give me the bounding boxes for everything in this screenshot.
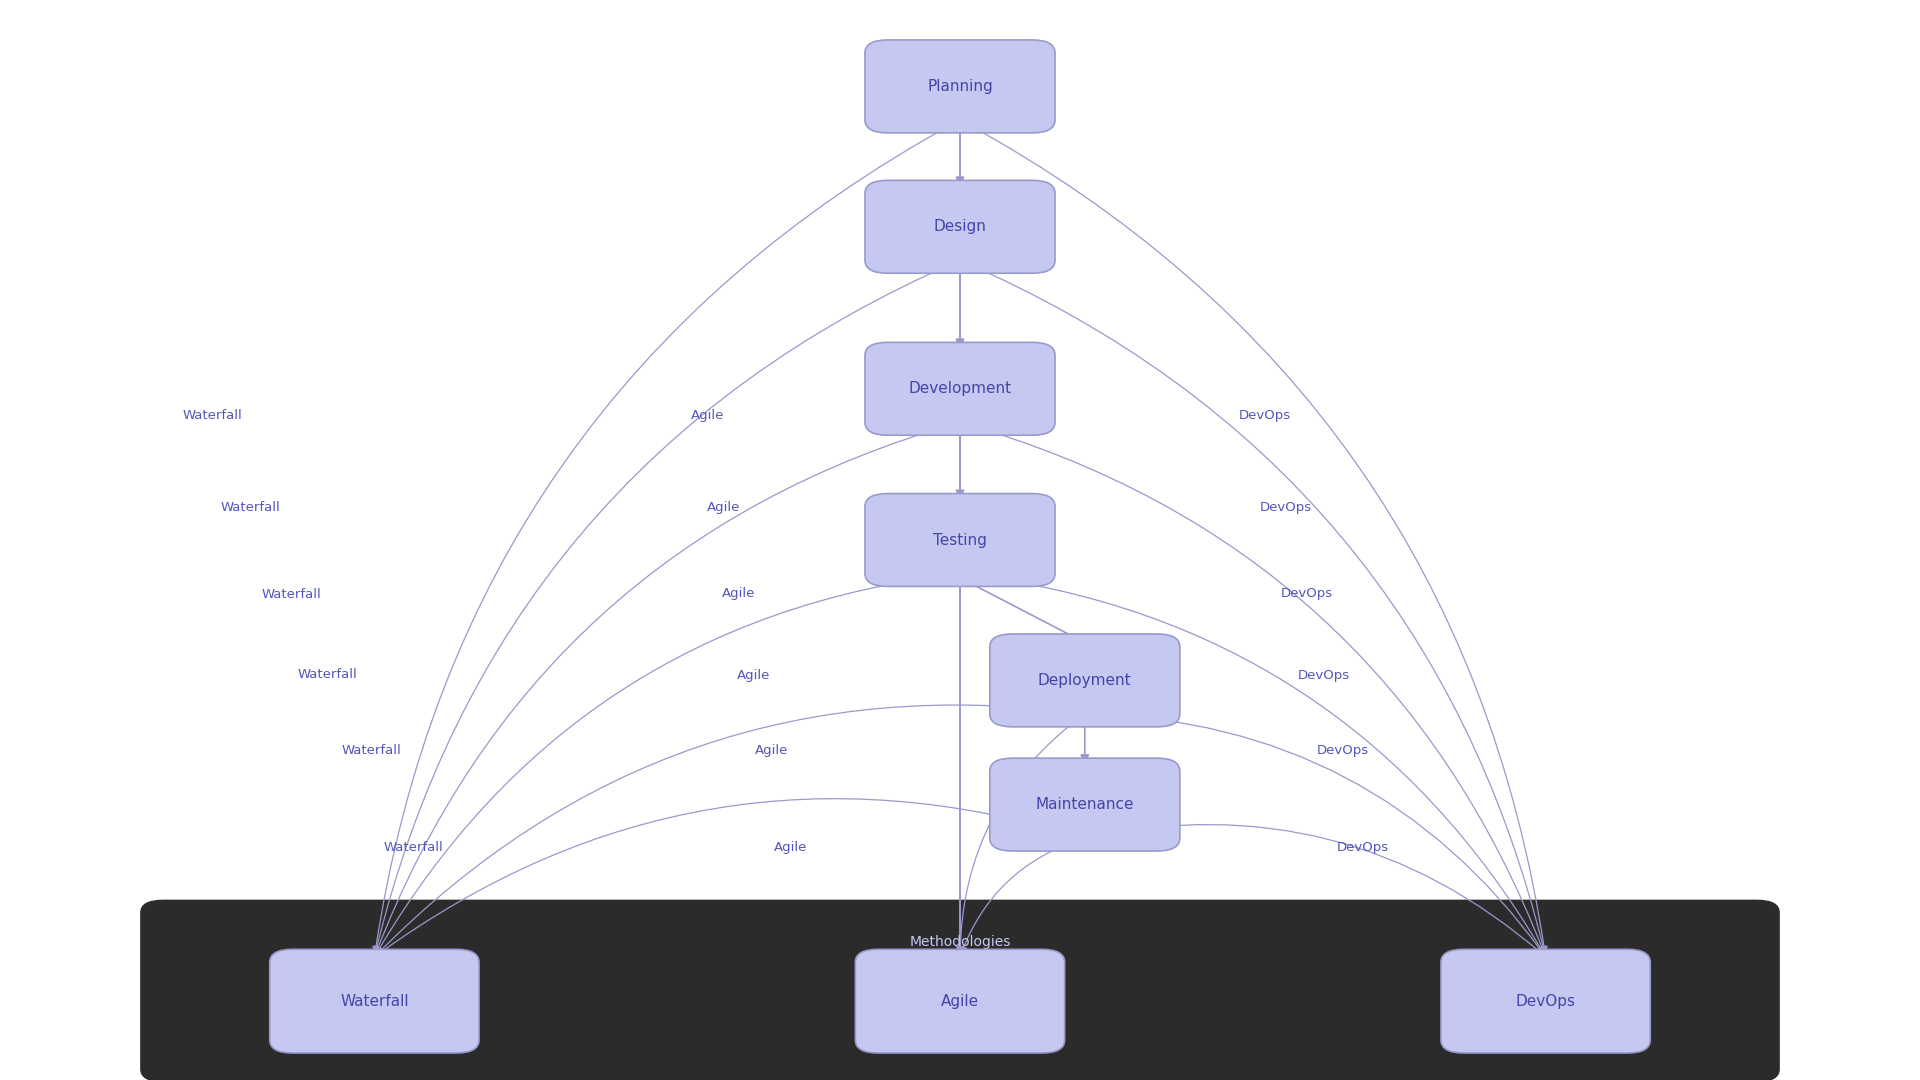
Text: DevOps: DevOps [1336, 841, 1388, 854]
Text: DevOps: DevOps [1238, 409, 1290, 422]
Text: DevOps: DevOps [1281, 588, 1332, 600]
FancyBboxPatch shape [269, 949, 480, 1053]
FancyBboxPatch shape [856, 949, 1064, 1053]
Text: Testing: Testing [933, 532, 987, 548]
Text: Design: Design [933, 219, 987, 234]
FancyBboxPatch shape [864, 494, 1056, 586]
Text: Waterfall: Waterfall [298, 669, 357, 681]
Text: DevOps: DevOps [1260, 501, 1311, 514]
FancyBboxPatch shape [864, 180, 1056, 273]
Text: Maintenance: Maintenance [1035, 797, 1135, 812]
Text: DevOps: DevOps [1317, 744, 1369, 757]
Text: Waterfall: Waterfall [221, 501, 280, 514]
Text: Waterfall: Waterfall [182, 409, 242, 422]
Text: Agile: Agile [941, 994, 979, 1009]
Text: Methodologies: Methodologies [910, 935, 1010, 948]
Text: Waterfall: Waterfall [340, 994, 409, 1009]
FancyBboxPatch shape [1440, 949, 1651, 1053]
FancyBboxPatch shape [991, 634, 1179, 727]
FancyBboxPatch shape [864, 40, 1056, 133]
Text: Agile: Agile [691, 409, 724, 422]
Text: Waterfall: Waterfall [342, 744, 401, 757]
Text: Waterfall: Waterfall [261, 588, 321, 600]
FancyBboxPatch shape [864, 342, 1056, 435]
Text: Agile: Agile [737, 669, 770, 681]
Text: Deployment: Deployment [1039, 673, 1131, 688]
Text: Agile: Agile [722, 588, 755, 600]
Text: Waterfall: Waterfall [384, 841, 444, 854]
FancyBboxPatch shape [140, 900, 1780, 1080]
Text: Planning: Planning [927, 79, 993, 94]
Text: DevOps: DevOps [1298, 669, 1350, 681]
Text: Agile: Agile [707, 501, 739, 514]
Text: Agile: Agile [774, 841, 806, 854]
Text: DevOps: DevOps [1515, 994, 1576, 1009]
Text: Development: Development [908, 381, 1012, 396]
FancyBboxPatch shape [991, 758, 1179, 851]
Text: Agile: Agile [755, 744, 787, 757]
